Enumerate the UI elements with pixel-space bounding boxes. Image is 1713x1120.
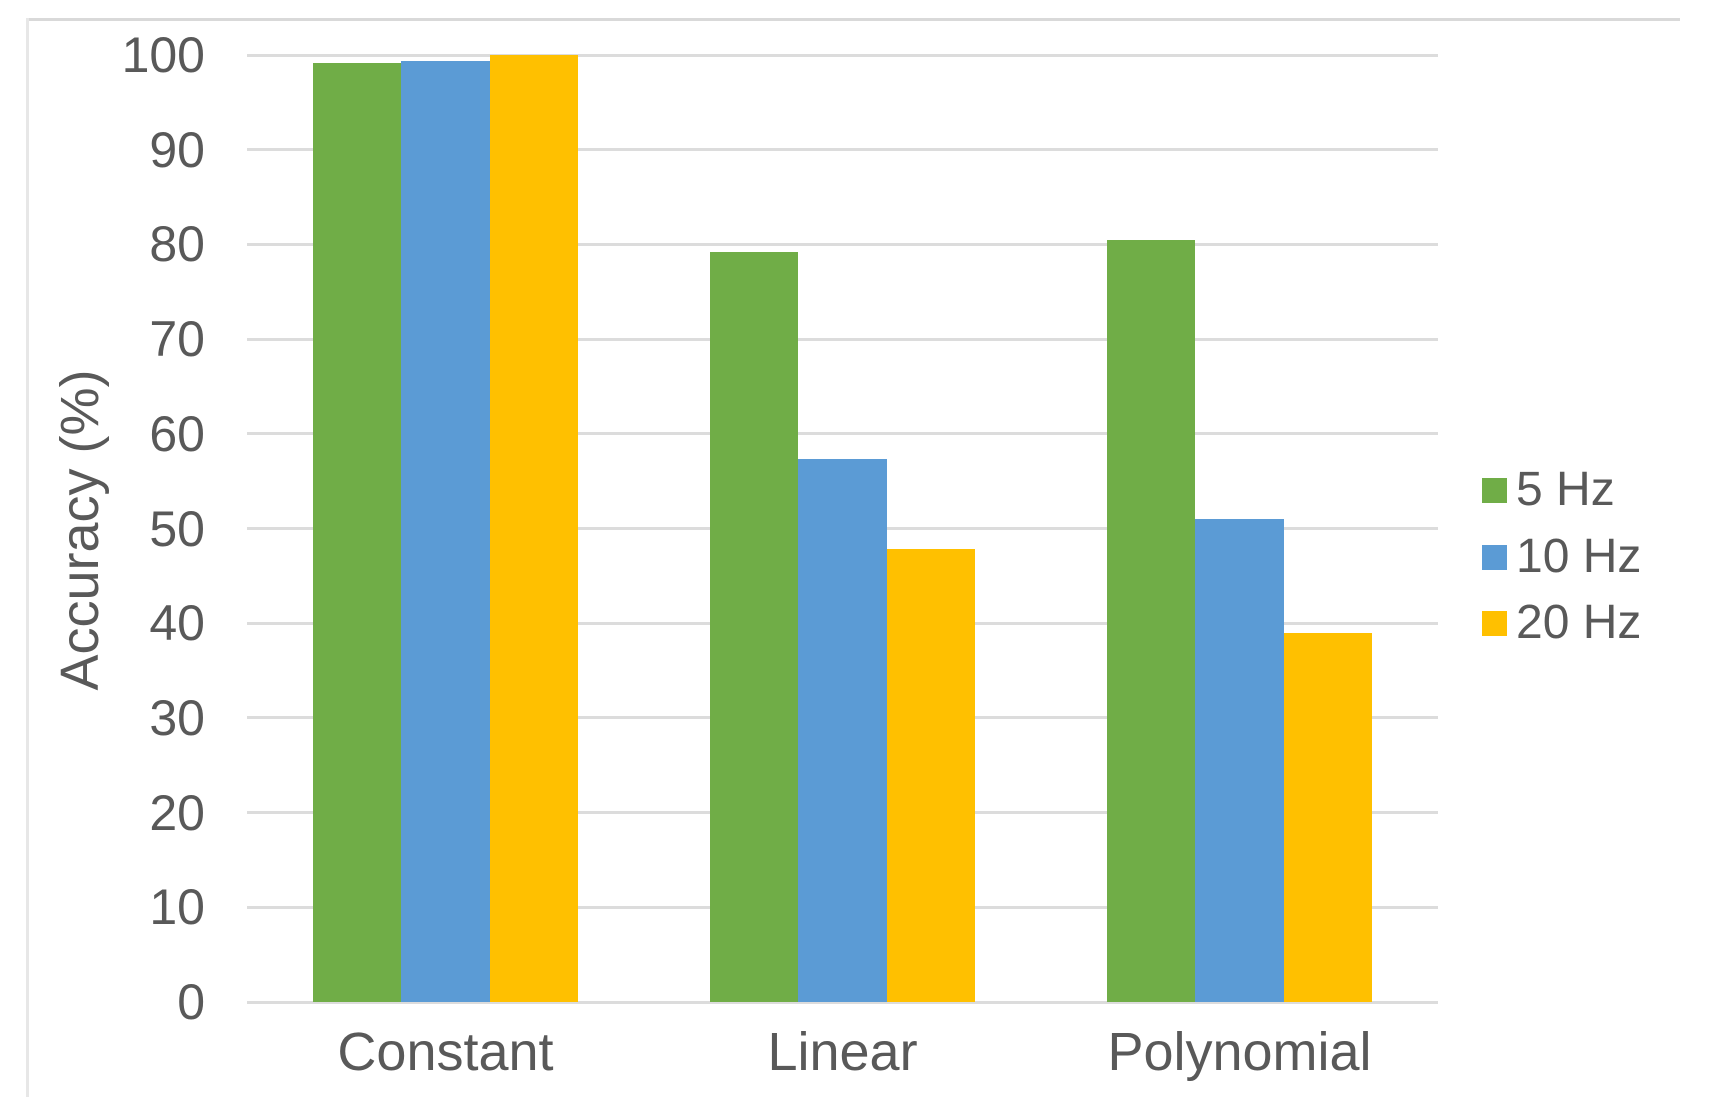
bar-5-hz-constant xyxy=(313,62,402,1002)
y-tick-label-20: 20 xyxy=(149,784,205,841)
bar-20-hz-polynomial xyxy=(1283,632,1372,1002)
legend-swatch-5-hz xyxy=(1482,478,1507,503)
y-tick-label-30: 30 xyxy=(149,689,205,746)
y-tick-label-0: 0 xyxy=(177,974,205,1030)
legend-swatch-20-hz xyxy=(1482,611,1507,636)
bar-20-hz-linear xyxy=(886,549,975,1002)
y-tick-label-90: 90 xyxy=(149,121,205,178)
y-tick-label-50: 50 xyxy=(149,500,205,557)
gridline-80 xyxy=(247,242,1438,246)
legend-label-20-hz: 20 Hz xyxy=(1516,596,1642,649)
legend-swatch-10-hz xyxy=(1482,544,1507,570)
category-label-polynomial: Polynomial xyxy=(1107,1022,1372,1082)
y-tick-label-40: 40 xyxy=(149,595,205,652)
y-tick-label-100: 100 xyxy=(121,27,205,83)
category-label-constant: Constant xyxy=(337,1022,554,1082)
gridline-60 xyxy=(247,432,1438,436)
bar-5-hz-polynomial xyxy=(1107,239,1196,1002)
bar-10-hz-linear xyxy=(798,459,887,1002)
gridline-70 xyxy=(247,337,1438,341)
gridline-100 xyxy=(247,53,1438,57)
bar-10-hz-polynomial xyxy=(1195,519,1284,1002)
category-label-linear: Linear xyxy=(767,1022,918,1082)
legend-label-5-hz: 5 Hz xyxy=(1516,463,1615,516)
y-tick-label-10: 10 xyxy=(149,879,205,936)
bar-5-hz-linear xyxy=(710,251,799,1002)
chart-frame-left-border xyxy=(26,18,29,1097)
bar-10-hz-constant xyxy=(401,60,490,1002)
bar-20-hz-constant xyxy=(489,55,578,1002)
y-tick-label-80: 80 xyxy=(149,216,205,273)
chart-frame-top-border xyxy=(26,18,1680,21)
y-tick-label-60: 60 xyxy=(149,405,205,462)
gridline-0 xyxy=(247,1000,1438,1004)
gridline-90 xyxy=(247,148,1438,152)
y-tick-label-70: 70 xyxy=(149,311,205,368)
legend-label-10-hz: 10 Hz xyxy=(1516,529,1642,583)
